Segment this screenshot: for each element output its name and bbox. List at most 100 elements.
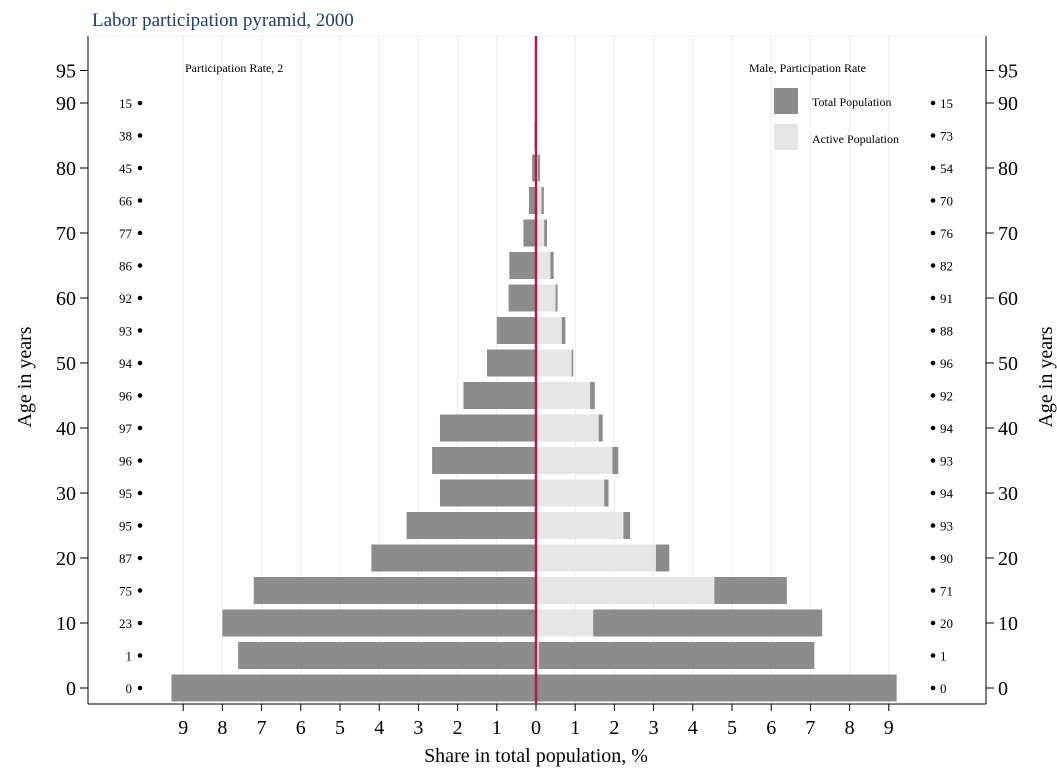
right-rate-label: 94	[940, 421, 954, 436]
right-rate-dot	[930, 555, 936, 561]
y-tick-label-right: 40	[998, 418, 1018, 440]
left-rate-label: 97	[119, 421, 133, 436]
left-rate-dot	[137, 360, 143, 366]
bar-left-total	[371, 544, 536, 572]
y-tick-label-left: 90	[56, 93, 76, 115]
bar-left-total	[439, 479, 536, 507]
left-rate-dot	[137, 523, 143, 528]
bar-right-active	[536, 187, 542, 214]
left-rate-dot	[137, 393, 143, 398]
y-tick-label-right: 20	[998, 548, 1018, 570]
bar-right-active	[536, 609, 594, 637]
bar-right-active	[536, 349, 572, 377]
right-rate-dot	[930, 360, 936, 366]
right-rate-label: 90	[940, 551, 953, 566]
left-rate-label: 87	[119, 551, 133, 566]
right-rate-dot	[930, 685, 936, 691]
y-tick-label-right: 90	[998, 93, 1018, 115]
right-rate-dot	[930, 133, 936, 138]
left-rate-label: 23	[119, 616, 132, 631]
right-rate-dot	[930, 490, 936, 496]
left-rate-dot	[137, 230, 143, 236]
right-rate-dot	[930, 653, 936, 658]
y-tick-label-left: 80	[56, 158, 76, 180]
left-rate-dot	[137, 133, 143, 138]
bar-left-total	[253, 577, 536, 604]
bar-right-active	[536, 252, 551, 279]
left-rate-dot	[137, 425, 143, 431]
y-tick-label-left: 20	[56, 548, 76, 570]
right-rate-header: Male, Participation Rate	[749, 61, 866, 75]
bar-left-total	[532, 154, 536, 182]
bar-right-active	[536, 544, 656, 572]
bar-right-active	[536, 219, 545, 247]
x-tick-label: 1	[570, 717, 580, 739]
right-rate-dot	[930, 165, 936, 171]
left-rate-dot	[137, 653, 143, 658]
x-tick-label: 4	[374, 717, 384, 739]
bar-left-total	[238, 642, 536, 669]
chart-title: Labor participation pyramid, 2000	[92, 10, 354, 31]
bar-left-total	[509, 252, 536, 279]
x-tick-label: 0	[531, 717, 541, 739]
x-tick-label: 5	[335, 717, 345, 739]
y-tick-label-right: 30	[998, 483, 1018, 505]
x-tick-label: 2	[453, 717, 463, 739]
right-rate-label: 94	[940, 486, 954, 501]
y-tick-label-right: 80	[998, 158, 1018, 180]
left-rate-label: 96	[119, 389, 133, 404]
bar-left-total	[528, 187, 536, 214]
legend-swatch-active	[774, 124, 798, 150]
right-rate-label: 54	[940, 161, 954, 176]
right-rate-label: 1	[940, 649, 947, 664]
y-tick-label-left: 70	[56, 223, 76, 245]
bar-right-total	[536, 674, 897, 702]
left-rate-dot	[137, 458, 143, 463]
left-rate-dot	[137, 685, 143, 691]
bar-right-active	[536, 414, 599, 442]
bar-right-active	[536, 577, 715, 604]
right-rate-dot	[930, 230, 936, 236]
bar-left-total	[463, 382, 536, 409]
x-tick-label: 3	[413, 717, 423, 739]
left-rate-label: 66	[119, 194, 133, 209]
left-rate-dot	[137, 198, 143, 203]
x-tick-label: 6	[296, 717, 306, 739]
left-rate-dot	[137, 263, 143, 268]
bar-right-total	[536, 642, 815, 669]
right-rate-label: 76	[940, 226, 954, 241]
left-rate-label: 15	[119, 96, 132, 111]
bar-right-active	[536, 317, 562, 344]
x-tick-label: 7	[805, 717, 815, 739]
right-rate-label: 20	[940, 616, 953, 631]
left-rate-label: 77	[119, 226, 133, 241]
y-tick-label-left: 60	[56, 288, 76, 310]
y-tick-label-right: 50	[998, 353, 1018, 375]
legend-label-total: Total Population	[812, 95, 892, 109]
right-rate-label: 93	[940, 519, 953, 534]
right-rate-dot	[930, 523, 936, 528]
left-rate-dot	[137, 620, 143, 626]
x-tick-label: 2	[609, 717, 619, 739]
legend-swatch-total	[774, 88, 798, 114]
right-rate-label: 15	[940, 96, 953, 111]
bar-left-total	[439, 414, 536, 442]
right-rate-dot	[930, 198, 936, 203]
x-tick-label: 8	[217, 717, 227, 739]
left-rate-header: Participation Rate, 2	[185, 61, 283, 75]
left-rate-dot	[137, 555, 143, 561]
bar-left-total	[523, 219, 536, 247]
right-rate-dot	[930, 620, 936, 626]
bar-left-total	[222, 609, 536, 637]
left-rate-label: 1	[126, 649, 133, 664]
y-tick-label-right: 0	[998, 678, 1008, 700]
left-rate-dot	[137, 100, 143, 106]
right-rate-label: 91	[940, 291, 953, 306]
bar-left-total	[508, 284, 536, 312]
x-tick-label: 8	[845, 717, 855, 739]
right-rate-label: 71	[940, 584, 953, 599]
left-rate-label: 45	[119, 161, 132, 176]
bar-right-active	[536, 382, 591, 409]
